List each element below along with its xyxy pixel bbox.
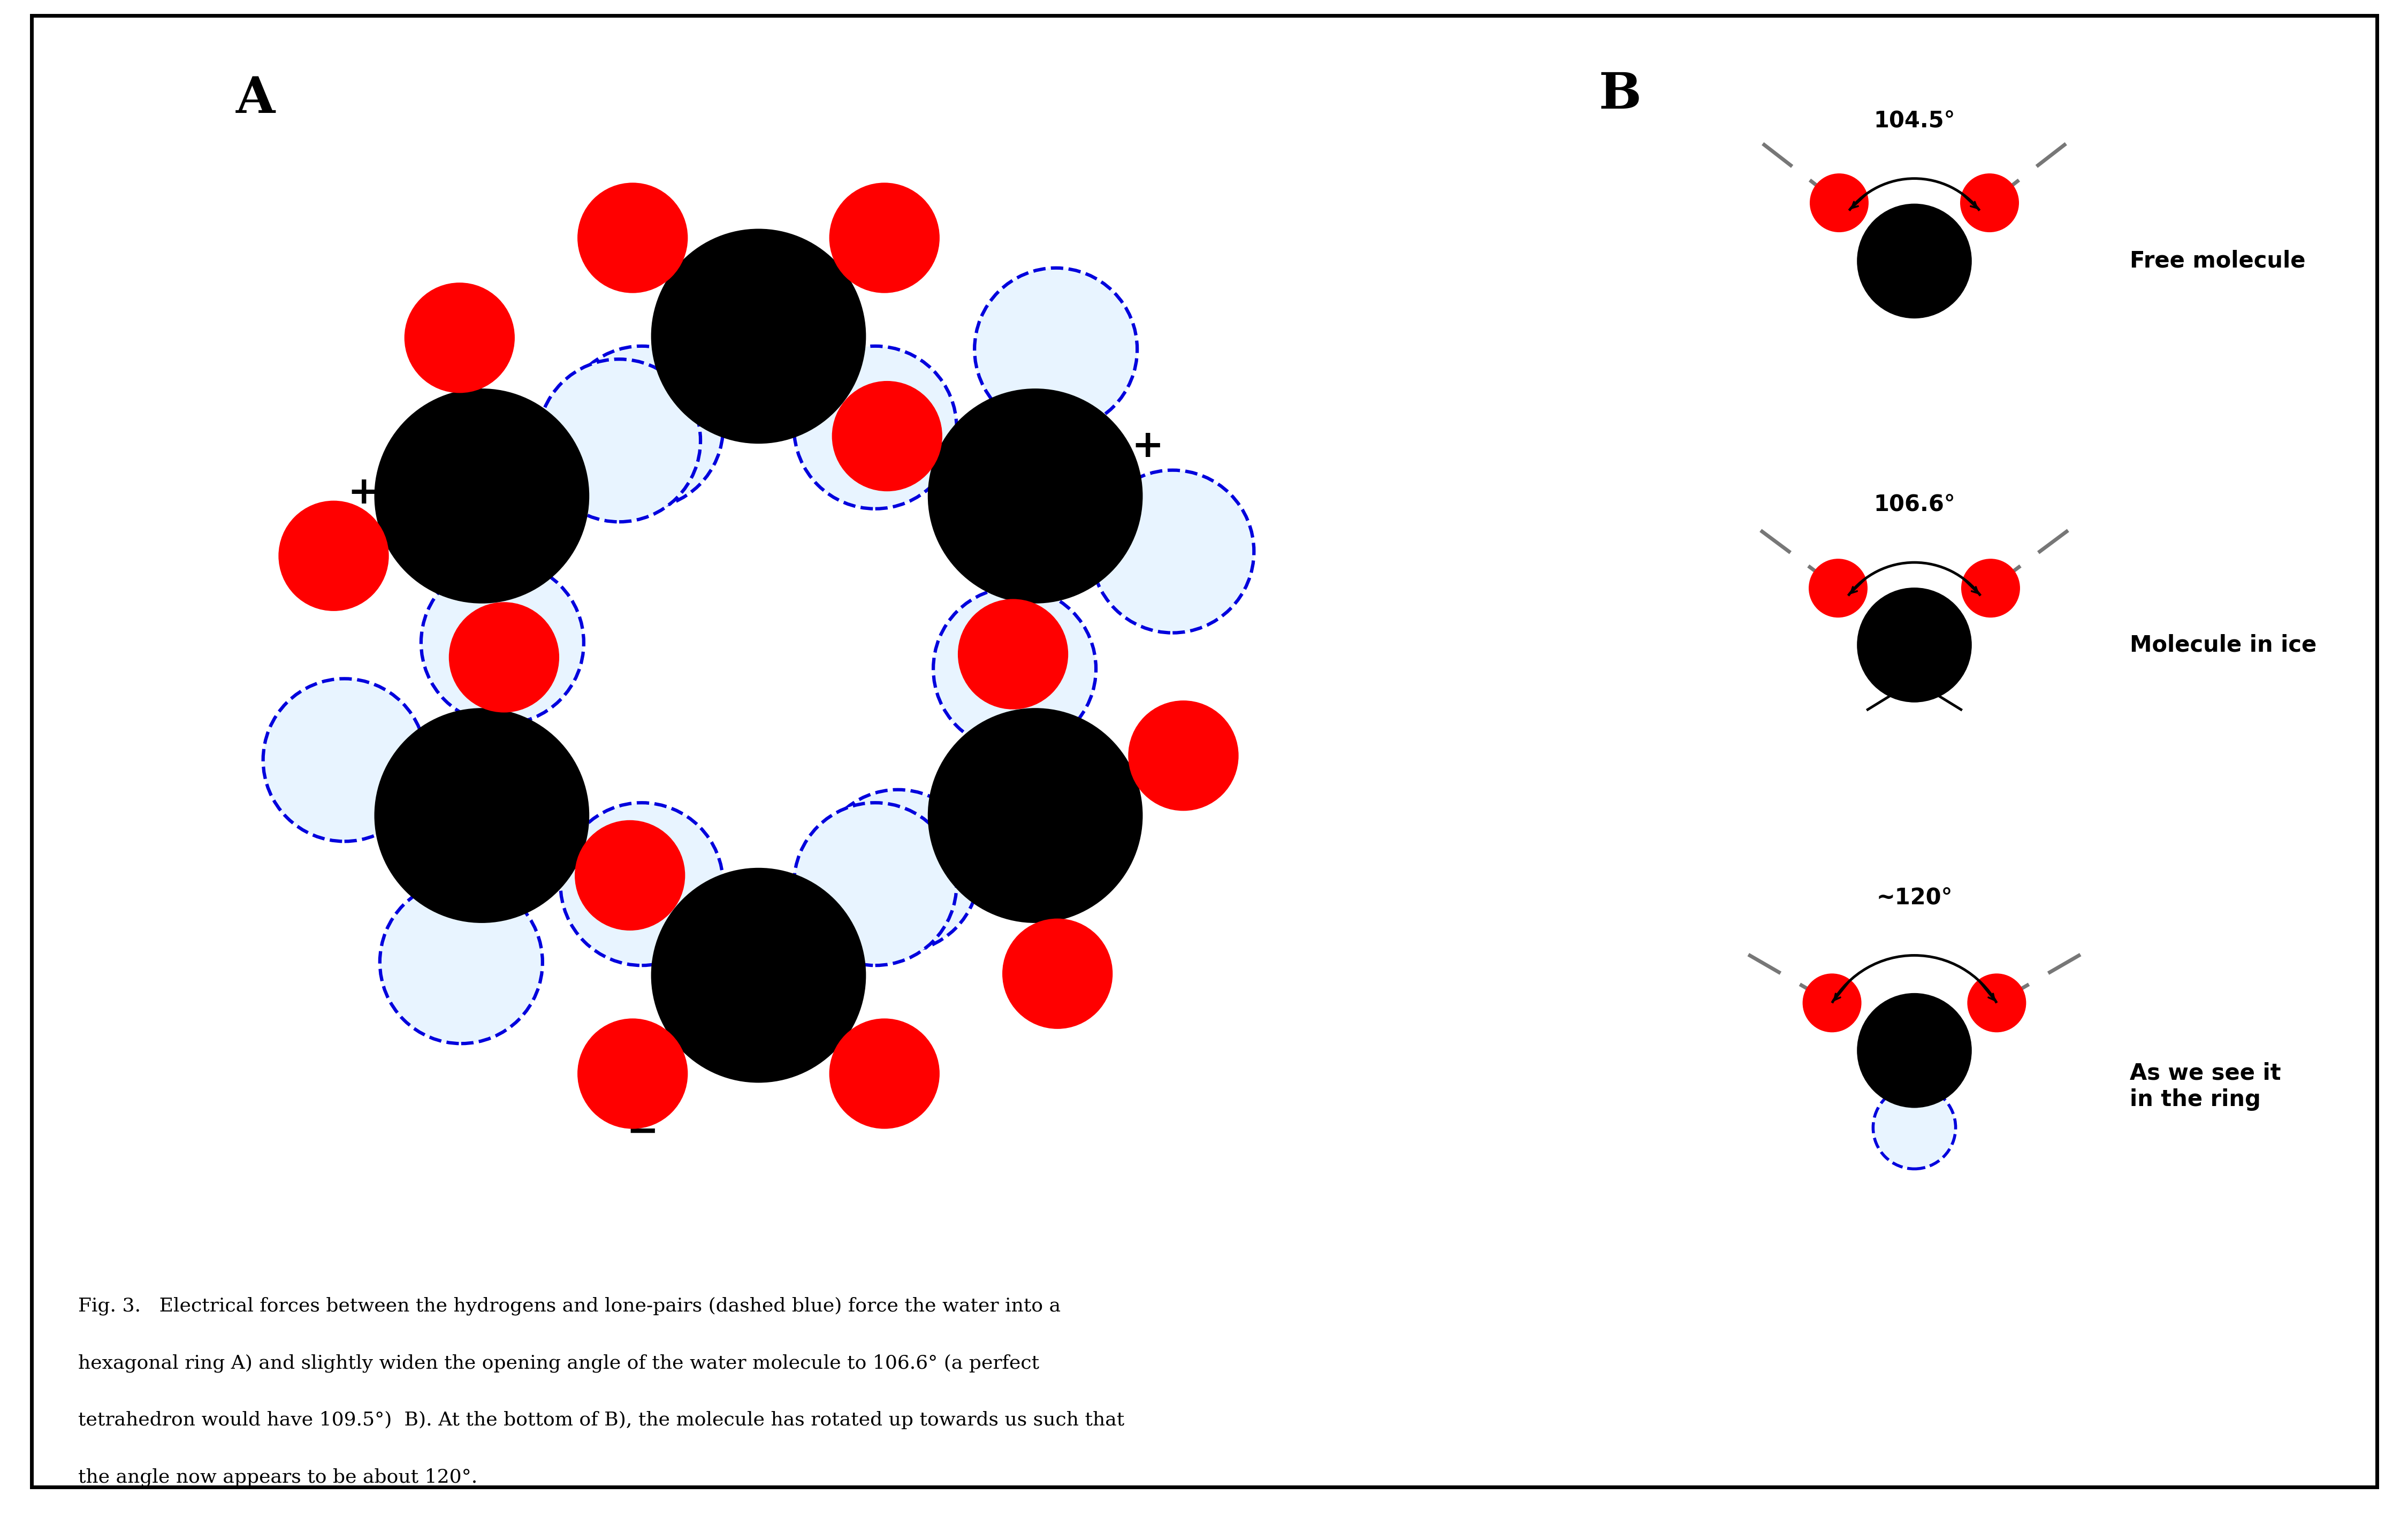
Circle shape xyxy=(927,389,1144,604)
Circle shape xyxy=(262,679,426,842)
Text: the angle now appears to be about 120°.: the angle now appears to be about 120°. xyxy=(77,1469,477,1487)
Circle shape xyxy=(1967,973,2025,1032)
Text: −: − xyxy=(626,1113,657,1150)
Circle shape xyxy=(1808,558,1869,618)
Text: Fig. 3.   Electrical forces between the hydrogens and lone-pairs (dashed blue) f: Fig. 3. Electrical forces between the hy… xyxy=(77,1296,1062,1316)
Circle shape xyxy=(421,561,583,724)
Text: +: + xyxy=(614,1090,648,1127)
Circle shape xyxy=(828,1019,939,1128)
Circle shape xyxy=(561,346,722,509)
Text: 104.5°: 104.5° xyxy=(1873,110,1955,131)
Circle shape xyxy=(462,461,573,572)
Circle shape xyxy=(576,820,686,930)
Circle shape xyxy=(1804,973,1861,1032)
Text: −: − xyxy=(1149,753,1182,790)
Circle shape xyxy=(944,740,1055,851)
Text: B: B xyxy=(1599,70,1642,119)
Circle shape xyxy=(1016,421,1125,531)
Circle shape xyxy=(1091,470,1255,633)
Circle shape xyxy=(1960,558,2020,618)
Circle shape xyxy=(828,183,939,293)
Circle shape xyxy=(1857,204,1972,319)
Circle shape xyxy=(405,282,515,393)
Circle shape xyxy=(934,587,1096,750)
Text: Molecule in ice: Molecule in ice xyxy=(2129,634,2316,656)
Text: As we see it
in the ring: As we see it in the ring xyxy=(2129,1061,2280,1110)
Circle shape xyxy=(795,802,956,965)
Circle shape xyxy=(831,381,942,491)
Text: −: − xyxy=(614,201,648,238)
Circle shape xyxy=(279,500,388,612)
Circle shape xyxy=(795,346,956,509)
Circle shape xyxy=(448,602,559,712)
Circle shape xyxy=(975,268,1137,430)
Circle shape xyxy=(1881,634,1948,703)
Circle shape xyxy=(1857,587,1972,703)
Text: Free molecule: Free molecule xyxy=(2129,250,2304,273)
Text: +: + xyxy=(1132,429,1163,465)
Circle shape xyxy=(650,229,867,444)
Text: tetrahedron would have 109.5°)  B). At the bottom of B), the molecule has rotate: tetrahedron would have 109.5°) B). At th… xyxy=(77,1411,1125,1429)
Circle shape xyxy=(578,183,689,293)
Text: ~120°: ~120° xyxy=(1876,886,1953,909)
Circle shape xyxy=(1960,174,2018,232)
Text: +: + xyxy=(869,1078,903,1116)
Circle shape xyxy=(1811,174,1869,232)
Circle shape xyxy=(537,360,701,522)
Circle shape xyxy=(1873,1086,1955,1168)
Circle shape xyxy=(650,868,867,1083)
Circle shape xyxy=(578,1019,689,1128)
Circle shape xyxy=(703,880,814,990)
Circle shape xyxy=(380,881,542,1043)
Text: −: − xyxy=(347,766,380,802)
Circle shape xyxy=(373,389,590,604)
Circle shape xyxy=(1857,993,1972,1107)
Circle shape xyxy=(1129,700,1238,811)
Text: +: + xyxy=(631,201,665,238)
Text: hexagonal ring A) and slightly widen the opening angle of the water molecule to : hexagonal ring A) and slightly widen the… xyxy=(77,1354,1040,1372)
Text: A: A xyxy=(236,75,275,124)
Circle shape xyxy=(958,599,1069,709)
Circle shape xyxy=(1002,918,1112,1029)
Circle shape xyxy=(816,790,980,952)
Circle shape xyxy=(927,708,1144,923)
Circle shape xyxy=(1881,1040,1948,1107)
Circle shape xyxy=(373,708,590,923)
Circle shape xyxy=(393,781,501,891)
Circle shape xyxy=(561,802,722,965)
Text: −: − xyxy=(852,185,886,221)
Text: 106.6°: 106.6° xyxy=(1873,493,1955,515)
Circle shape xyxy=(1881,250,1948,319)
Text: +: + xyxy=(347,474,380,511)
Circle shape xyxy=(703,322,814,432)
